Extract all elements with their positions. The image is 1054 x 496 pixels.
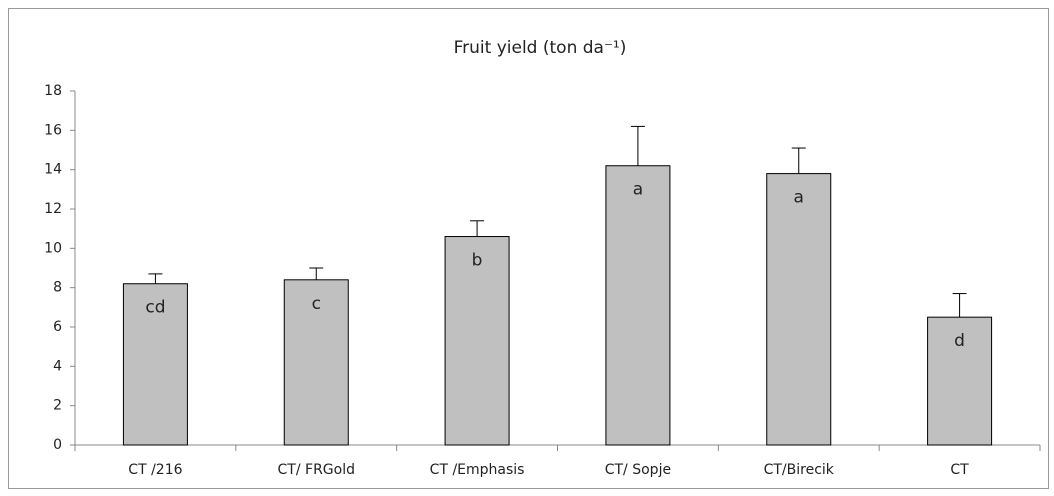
y-tick-label: 18 — [44, 83, 62, 99]
bar — [444, 236, 510, 446]
bar — [766, 173, 832, 446]
y-tick-label: 0 — [53, 437, 62, 453]
y-tick-label: 16 — [44, 122, 62, 138]
significance-letter: a — [633, 180, 643, 200]
x-tick-label: CT/Birecik — [764, 462, 835, 478]
chart-title: Fruit yield (ton da⁻¹) — [454, 38, 627, 58]
y-tick-label: 10 — [44, 240, 62, 256]
significance-letter: b — [472, 251, 483, 271]
x-tick-label: CT/ Sopje — [605, 462, 671, 478]
significance-letter: cd — [145, 298, 165, 318]
y-tick-label: 6 — [53, 319, 62, 335]
y-tick-label: 14 — [44, 162, 62, 178]
bar — [122, 283, 188, 446]
x-tick-label: CT /216 — [128, 462, 182, 478]
bar — [605, 165, 671, 446]
x-tick-label: CT — [950, 462, 969, 478]
y-tick-label: 2 — [53, 398, 62, 414]
bar — [927, 316, 993, 446]
x-tick-label: CT /Emphasis — [430, 462, 525, 478]
significance-letter: d — [954, 331, 965, 351]
y-tick-label: 8 — [53, 280, 62, 296]
y-tick-label: 12 — [44, 201, 62, 217]
x-tick-label: CT/ FRGold — [278, 462, 355, 478]
significance-letter: a — [794, 188, 804, 208]
significance-letter: c — [312, 294, 321, 314]
y-tick-label: 4 — [53, 358, 62, 374]
